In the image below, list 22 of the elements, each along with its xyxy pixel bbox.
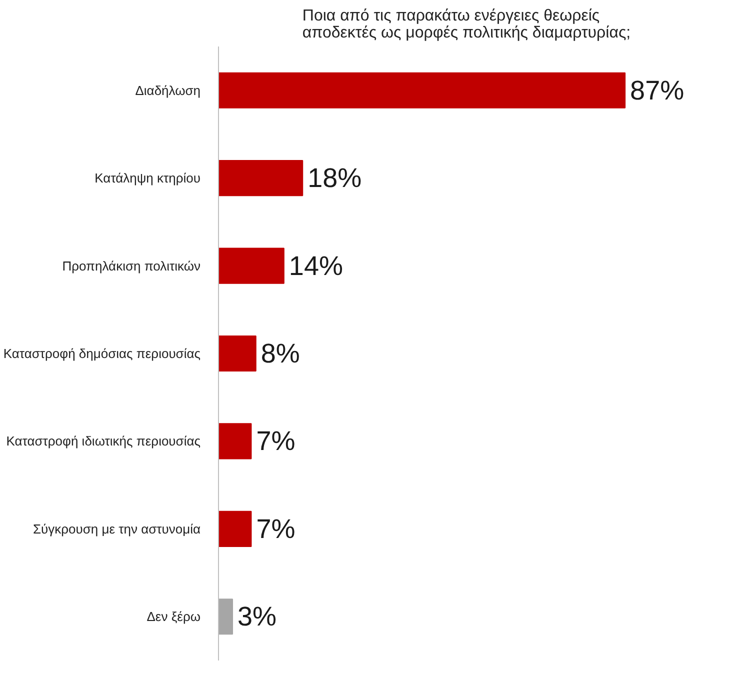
data-label: 7% [256,514,296,544]
data-label: 14% [288,250,343,281]
y-tick-label: Δεν ξέρω [146,609,201,624]
data-label: 7% [256,426,296,456]
y-tick-label: Κατάληψη κτηρίου [94,170,201,186]
data-label: 87% [630,75,684,106]
data-label: 3% [238,602,277,632]
y-tick-label: Καταστροφή ιδιωτικής περιουσίας [6,434,201,449]
chart-title: Ποια από τις παρακάτω ενέργειες θεωρείς αποδεκτές ως μορφές πολιτικής διαμαρτυρίας; [302,8,631,42]
bar [218,335,256,372]
bar [218,423,252,460]
y-tick-label: Σύγκρουση με την αστυνομία [32,521,201,536]
y-tick-label: Προπηλάκιση πολιτικών [62,258,201,274]
bar [218,598,234,635]
bar [218,72,626,108]
data-label: 18% [308,163,362,194]
bar [218,510,252,547]
bar [218,248,284,284]
y-tick-label: Διαδήλωση [135,82,201,98]
data-label: 8% [260,338,300,368]
bar [218,160,304,196]
y-tick-label: Καταστροφή δημόσιας περιουσίας [3,346,201,361]
